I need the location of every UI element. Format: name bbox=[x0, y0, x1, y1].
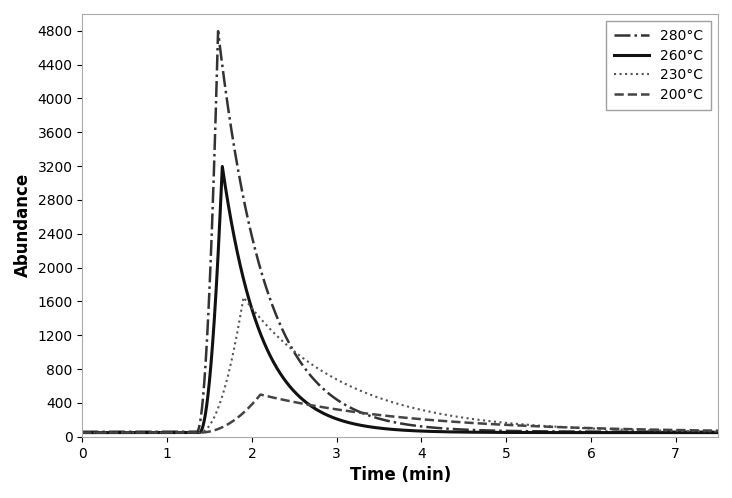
Y-axis label: Abundance: Abundance bbox=[14, 173, 32, 277]
230°C bbox=[151, 430, 160, 436]
200°C bbox=[633, 426, 642, 432]
260°C bbox=[78, 430, 87, 436]
230°C bbox=[350, 385, 359, 391]
260°C bbox=[188, 430, 197, 436]
260°C bbox=[714, 430, 722, 436]
260°C bbox=[350, 421, 359, 427]
260°C bbox=[701, 430, 710, 436]
280°C bbox=[322, 388, 331, 394]
260°C bbox=[218, 163, 227, 169]
200°C bbox=[714, 428, 722, 434]
280°C bbox=[78, 429, 87, 435]
230°C bbox=[188, 430, 197, 436]
Legend: 280°C, 260°C, 230°C, 200°C: 280°C, 260°C, 230°C, 200°C bbox=[605, 21, 712, 110]
280°C bbox=[701, 429, 710, 435]
280°C bbox=[350, 406, 359, 412]
200°C bbox=[151, 430, 160, 436]
200°C bbox=[350, 409, 359, 415]
280°C bbox=[214, 28, 223, 34]
230°C bbox=[322, 371, 331, 376]
260°C bbox=[151, 430, 160, 436]
200°C bbox=[322, 405, 331, 411]
280°C bbox=[151, 429, 160, 435]
260°C bbox=[633, 430, 642, 436]
Line: 230°C: 230°C bbox=[83, 297, 718, 433]
Line: 280°C: 280°C bbox=[83, 31, 718, 432]
230°C bbox=[714, 428, 722, 434]
280°C bbox=[633, 429, 642, 435]
230°C bbox=[701, 428, 710, 434]
260°C bbox=[322, 412, 331, 418]
Line: 200°C: 200°C bbox=[83, 394, 718, 433]
200°C bbox=[188, 430, 197, 436]
280°C bbox=[714, 429, 722, 435]
280°C bbox=[188, 429, 197, 435]
Line: 260°C: 260°C bbox=[83, 166, 718, 433]
230°C bbox=[633, 427, 642, 433]
200°C bbox=[701, 427, 710, 433]
200°C bbox=[78, 430, 87, 436]
230°C bbox=[239, 294, 248, 300]
200°C bbox=[256, 391, 265, 397]
X-axis label: Time (min): Time (min) bbox=[350, 466, 451, 484]
230°C bbox=[78, 430, 87, 436]
